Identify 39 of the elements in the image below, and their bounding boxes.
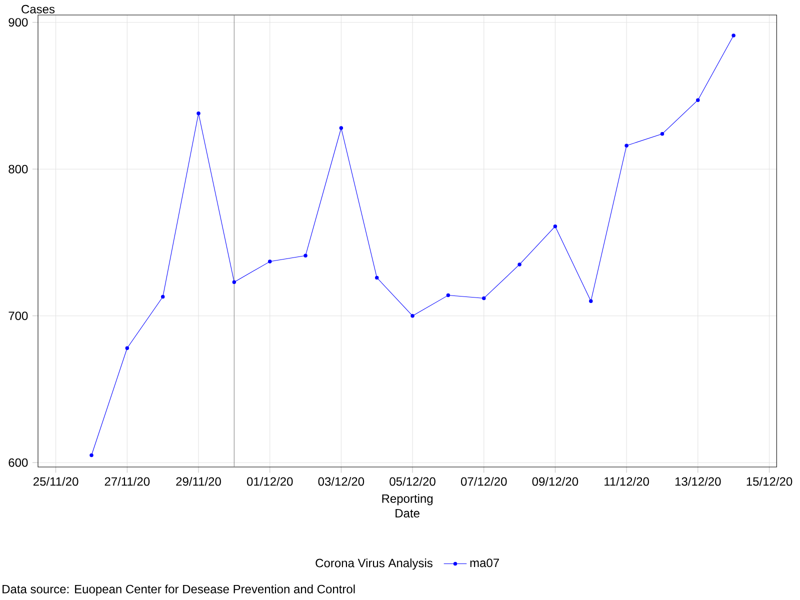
x-axis-title: Reporting Date xyxy=(382,494,433,518)
point xyxy=(304,254,308,258)
x-tick-label: 07/12/20 xyxy=(460,476,507,486)
point xyxy=(196,111,200,116)
x-tick-label: 03/12/20 xyxy=(318,476,364,486)
point xyxy=(410,314,414,318)
point xyxy=(660,132,664,136)
y-tick-label: 600 xyxy=(8,458,28,467)
x-tick-label: 09/12/20 xyxy=(532,476,578,486)
y-tick-label: 900 xyxy=(8,18,28,27)
point xyxy=(553,224,558,228)
x-tick-label: 25/11/20 xyxy=(33,476,78,486)
point xyxy=(446,293,450,298)
x-tick-label: 29/11/20 xyxy=(176,476,221,486)
point xyxy=(268,260,272,264)
y-tick-label: 700 xyxy=(8,312,28,320)
x-tick-label: 05/12/20 xyxy=(390,476,436,486)
legend-label: ma07 xyxy=(470,558,499,568)
point xyxy=(160,294,165,299)
x-tick-label: 13/12/20 xyxy=(675,476,721,486)
x-tick-label: 15/12/20 xyxy=(746,476,792,486)
point xyxy=(375,276,379,280)
x-tick-label: 11/12/20 xyxy=(604,476,649,486)
legend-title: Corona Virus Analysis xyxy=(316,558,432,570)
point xyxy=(589,299,593,304)
point xyxy=(339,126,344,130)
point xyxy=(90,453,94,458)
x-tick-label: 27/11/20 xyxy=(104,476,150,486)
point xyxy=(125,346,130,350)
point xyxy=(232,280,236,284)
point xyxy=(732,34,736,38)
point xyxy=(696,98,700,102)
y-tick-label: 800 xyxy=(8,164,28,174)
y-axis-title: Cases xyxy=(22,4,55,14)
point xyxy=(518,262,522,266)
x-tick-label: 01/12/20 xyxy=(246,476,293,486)
point xyxy=(624,144,628,148)
source-note: Data source: Euopean Center for Desease Prevention and Control xyxy=(2,584,355,596)
point xyxy=(482,296,486,300)
